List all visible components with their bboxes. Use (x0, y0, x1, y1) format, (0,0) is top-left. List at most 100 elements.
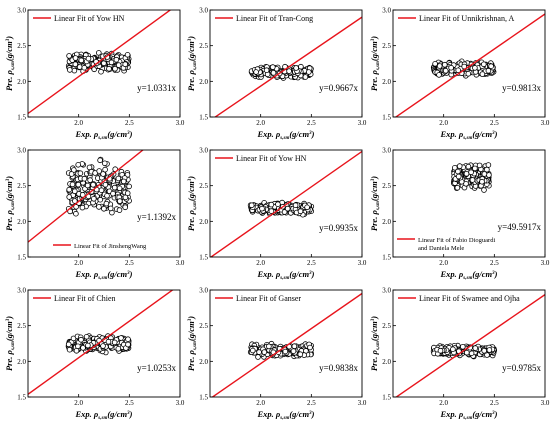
data-point (113, 56, 120, 63)
data-point (481, 347, 488, 354)
data-point (455, 173, 462, 180)
data-point (454, 185, 461, 191)
legend: Linear Fit of Yow HN (215, 154, 307, 163)
plot-frame (392, 289, 546, 398)
data-point (81, 175, 88, 182)
y-tick-label: 2.5 (199, 182, 208, 190)
x-tick-label: 2.0 (439, 119, 448, 127)
fit-equation: y=1.0331x (137, 83, 176, 93)
scatter-panel-3: 1.5 2.0 2.5 3.0 2.0 2.5 3.0 Linear Fit of Unnik… (369, 7, 550, 142)
data-point (96, 50, 102, 56)
scatter-panel-1: 1.5 2.0 2.5 3.0 2.0 2.5 3.0 Linear Fit of Yow H… (4, 7, 185, 142)
data-point (281, 209, 288, 215)
data-point (115, 175, 122, 182)
data-point (118, 335, 124, 341)
data-point (96, 168, 102, 174)
data-points (65, 333, 132, 356)
data-point (112, 66, 118, 72)
fit-equation: y=0.9838x (319, 363, 358, 373)
data-point (259, 205, 265, 212)
legend-label: Linear Fit of Fabio Dioguardi (418, 237, 495, 244)
y-axis-label: Pre. ρs,sm(g/cm3) (369, 316, 381, 371)
data-point (116, 185, 123, 192)
plot-frame (27, 289, 181, 398)
data-point (66, 53, 72, 59)
x-tick-label: 2.0 (74, 399, 83, 407)
y-axis-label: Pre. ρs,sm(g/cm3) (4, 176, 16, 231)
x-axis-label: Exp. ρs,sm(g/cm3) (74, 129, 132, 141)
data-point (76, 64, 83, 70)
data-point (102, 182, 109, 188)
y-tick-label: 3.0 (17, 7, 26, 15)
fit-line (395, 294, 545, 397)
data-point (85, 55, 92, 62)
data-point (81, 64, 88, 71)
data-point (79, 204, 86, 211)
x-tick-label: 3.0 (358, 259, 367, 267)
y-axis-label: Pre. ρs,sm(g/cm3) (186, 36, 198, 91)
legend-label: and Daniela Mele (418, 245, 464, 252)
y-tick-label: 2.0 (199, 358, 208, 366)
data-point (110, 190, 116, 197)
y-tick-label: 1.5 (382, 254, 391, 262)
y-tick-label: 2.5 (17, 42, 26, 50)
data-point (484, 166, 490, 173)
fit-line (28, 150, 144, 243)
data-point (68, 171, 75, 177)
scatter-panel-6: 1.5 2.0 2.5 3.0 2.0 2.5 3.0 Linear Fit of Fabio… (369, 147, 550, 282)
x-axis-label: Exp. ρs,sm(g/cm3) (256, 409, 314, 421)
data-point (297, 208, 304, 215)
data-point (286, 68, 292, 74)
x-tick-label: 2.0 (439, 399, 448, 407)
data-point (124, 190, 131, 197)
data-point (83, 333, 90, 340)
data-point (71, 67, 78, 74)
y-tick-label: 3.0 (199, 147, 208, 155)
data-point (91, 196, 97, 202)
fit-line (28, 290, 174, 395)
x-tick-label: 3.0 (358, 119, 367, 127)
data-point (116, 207, 123, 213)
data-point (450, 346, 456, 353)
x-tick-label: 2.0 (74, 259, 83, 267)
fit-equation: y=0.9785x (502, 363, 541, 373)
y-tick-label: 2.5 (199, 42, 208, 50)
data-point (442, 68, 449, 74)
fit-equation: y=0.9935x (319, 223, 358, 233)
legend: Linear Fit of Ganser (215, 294, 301, 303)
data-point (125, 336, 131, 343)
y-tick-label: 1.5 (17, 394, 26, 402)
data-point (77, 170, 84, 177)
y-tick-label: 1.5 (17, 114, 26, 122)
legend: Linear Fit of Unnikrishnan, A (398, 14, 515, 23)
x-tick-label: 2.5 (307, 259, 316, 267)
data-point (436, 72, 442, 78)
data-point (485, 162, 492, 168)
data-point (441, 61, 448, 68)
data-point (463, 349, 470, 356)
x-tick-label: 2.0 (439, 259, 448, 267)
data-point (96, 204, 102, 210)
fit-equation: y=49.5917x (498, 222, 542, 232)
y-tick-label: 2.5 (17, 322, 26, 330)
scatter-panel-2: 1.5 2.0 2.5 3.0 2.0 2.5 3.0 Linear Fit of Tran-… (186, 7, 367, 142)
data-point (111, 184, 118, 191)
y-tick-label: 2.0 (382, 218, 391, 226)
data-point (268, 208, 275, 214)
data-point (284, 205, 291, 212)
data-point (101, 60, 107, 67)
legend-label: Linear Fit of Yow HN (54, 14, 125, 23)
y-tick-label: 2.0 (17, 358, 26, 366)
y-tick-label: 1.5 (199, 254, 208, 262)
data-point (461, 63, 468, 70)
data-point (90, 182, 96, 188)
y-axis-label: Pre. ρs,sm(g/cm3) (369, 176, 381, 231)
x-axis-label: Exp. ρs,sm(g/cm3) (439, 409, 497, 421)
data-point (250, 347, 256, 354)
data-points (430, 58, 497, 79)
legend-label: Linear Fit of Chien (54, 294, 116, 303)
data-point (73, 210, 79, 217)
x-tick-label: 2.5 (125, 259, 134, 267)
data-point (97, 196, 104, 203)
